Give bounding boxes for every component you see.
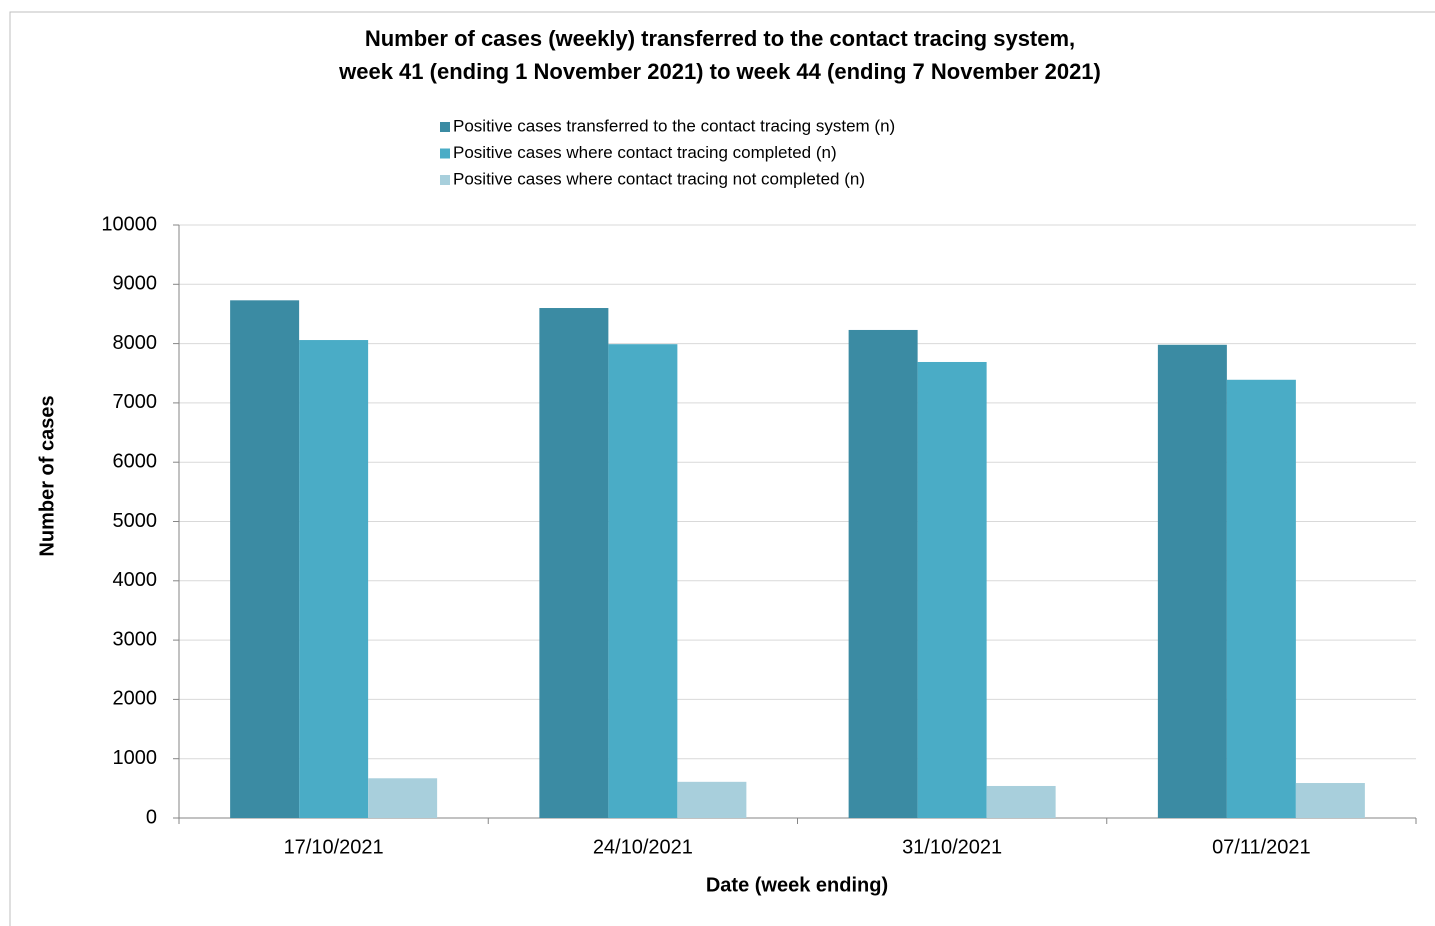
chart-frame xyxy=(9,11,1435,926)
bar xyxy=(299,340,369,818)
bar xyxy=(917,361,987,818)
legend-label: Positive cases where contact tracing com… xyxy=(453,143,837,162)
legend-label: Positive cases where contact tracing not… xyxy=(453,169,865,188)
y-tick-label: 5000 xyxy=(113,510,158,532)
bar xyxy=(539,308,609,818)
bar xyxy=(1295,783,1365,818)
x-tick-label: 17/10/2021 xyxy=(284,836,384,858)
chart-subtitle: week 41 (ending 1 November 2021) to week… xyxy=(338,59,1101,84)
y-tick-label: 10000 xyxy=(101,213,157,235)
y-tick-label: 0 xyxy=(146,806,157,828)
bar xyxy=(1157,344,1227,818)
y-axis-title: Number of cases xyxy=(36,395,58,556)
bar xyxy=(986,785,1056,818)
legend-swatch xyxy=(440,122,450,132)
bar xyxy=(677,781,747,818)
x-tick-label: 24/10/2021 xyxy=(593,836,693,858)
y-tick-label: 7000 xyxy=(113,391,158,413)
y-tick-label: 8000 xyxy=(113,332,158,354)
y-tick-label: 3000 xyxy=(113,628,158,650)
y-tick-label: 6000 xyxy=(113,450,158,472)
y-tick-label: 1000 xyxy=(113,747,158,769)
legend-swatch xyxy=(440,148,450,159)
bar xyxy=(608,344,678,818)
y-tick-label: 9000 xyxy=(113,273,158,295)
bar xyxy=(848,329,918,818)
x-axis-title: Date (week ending) xyxy=(706,874,888,896)
x-tick-label: 31/10/2021 xyxy=(902,836,1002,858)
legend-label: Positive cases transferred to the contac… xyxy=(453,116,895,135)
y-tick-label: 4000 xyxy=(113,569,158,591)
y-tick-label: 2000 xyxy=(113,688,158,710)
chart-title: Number of cases (weekly) transferred to … xyxy=(365,26,1075,51)
bar xyxy=(1226,379,1296,818)
bar xyxy=(230,300,300,818)
legend-swatch xyxy=(440,175,450,185)
bar xyxy=(368,778,438,818)
x-tick-label: 07/11/2021 xyxy=(1212,836,1311,858)
